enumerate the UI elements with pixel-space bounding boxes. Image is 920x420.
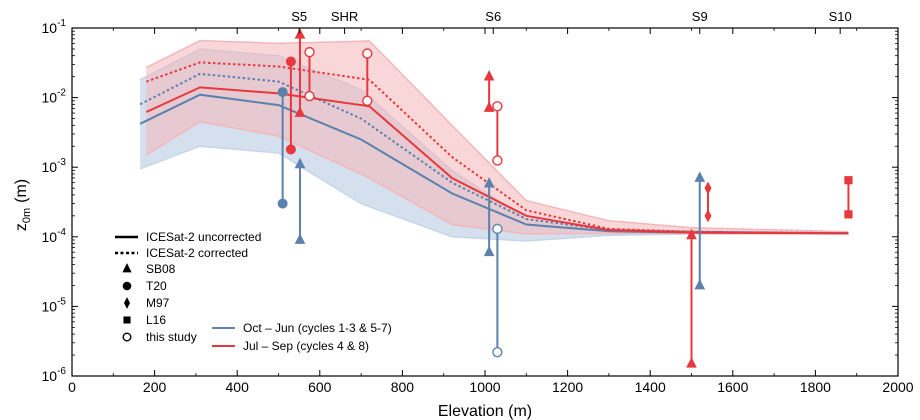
legend-marker-swatch-2 <box>123 297 131 309</box>
observation-bottom-marker-8 <box>362 95 373 106</box>
y-tick-label-2: 10-4 <box>42 227 67 245</box>
observation-top-marker-4 <box>694 171 706 182</box>
y-tick-exponent: -6 <box>57 366 66 377</box>
x-tick-label-9: 1800 <box>800 379 831 395</box>
observation-bottom-marker-3 <box>492 346 503 358</box>
legend-season-label-1: Jul – Sep (cycles 4 & 8) <box>243 339 369 353</box>
legend-marker-swatch-1 <box>122 281 132 291</box>
x-tick-label-10: 2000 <box>882 379 913 395</box>
y-axis-label-unit: (m) <box>13 179 30 203</box>
legend-season-label-0: Oct – Jun (cycles 1-3 & 5-7) <box>243 321 392 335</box>
y-tick-label-5: 10-1 <box>42 18 67 36</box>
observation-top-marker-1 <box>294 157 306 169</box>
observation-top-marker-13 <box>844 176 853 185</box>
observation-top-marker-3 <box>492 223 503 235</box>
y-tick-base: 10 <box>42 20 58 36</box>
y-tick-exponent: -2 <box>57 88 66 99</box>
observation-bottom-marker-11 <box>686 357 697 368</box>
y-tick-base: 10 <box>42 368 58 384</box>
legend-marker-label-0: SB08 <box>146 262 176 276</box>
y-tick-exponent: -4 <box>57 227 66 238</box>
observation-bottom-marker-1 <box>294 233 306 244</box>
y-tick-exponent: -3 <box>57 157 66 168</box>
x-tick-label-3: 600 <box>308 379 332 395</box>
observation-bottom-marker-4 <box>694 278 706 290</box>
y-axis-label: z0m (m) <box>13 179 33 231</box>
svg-text:z0m(m): z0m (m) <box>13 179 33 231</box>
observation-bottom-marker-9 <box>483 101 495 112</box>
y-tick-base: 10 <box>42 159 58 175</box>
series-line-3 <box>145 61 849 235</box>
x-tick-label-1: 200 <box>143 379 167 395</box>
observation-top-marker-9 <box>483 70 495 81</box>
band-lower-edge-0 <box>139 145 849 242</box>
band-1 <box>146 40 849 234</box>
observation-top-marker-6 <box>294 28 306 39</box>
legend-marker-swatch-3 <box>123 316 131 324</box>
x-tick-label-5: 1000 <box>469 379 500 395</box>
observation-bottom-marker-12 <box>704 209 712 223</box>
observation-ranges <box>277 28 853 368</box>
y-tick-label-4: 10-2 <box>42 88 67 106</box>
y-tick-base: 10 <box>42 90 58 106</box>
y-tick-exponent: -1 <box>57 18 66 29</box>
y-tick-base: 10 <box>42 298 58 314</box>
observation-top-marker-2 <box>483 177 495 188</box>
legend-marker-label-4: this study <box>146 330 197 344</box>
band-lower-edge-1 <box>145 120 849 235</box>
legend: ICESat-2 uncorrected ICESat-2 corrected SB… <box>115 230 392 353</box>
observation-top-marker-10 <box>492 101 503 112</box>
y-tick-label-3: 10-3 <box>42 157 67 175</box>
station-label-s10: S10 <box>829 9 852 24</box>
series-lines <box>139 61 849 235</box>
observation-bottom-marker-0 <box>277 198 288 209</box>
observation-top-marker-12 <box>704 181 712 195</box>
x-tick-label-7: 1400 <box>635 379 666 395</box>
observation-top-marker-0 <box>277 87 288 98</box>
station-label-s5: S5 <box>291 9 307 24</box>
observation-top-marker-11 <box>686 228 697 240</box>
observation-top-marker-5 <box>285 56 296 67</box>
station-label-shr: SHR <box>331 9 358 24</box>
observation-bottom-marker-13 <box>844 210 853 219</box>
legend-marker-label-3: L16 <box>146 313 166 327</box>
observation-bottom-marker-10 <box>492 155 503 166</box>
legend-marker-label-1: T20 <box>146 279 167 293</box>
x-tick-label-0: 0 <box>68 379 76 395</box>
observation-top-marker-8 <box>362 48 373 59</box>
station-label-s9: S9 <box>692 9 708 24</box>
observation-top-marker-7 <box>304 46 315 58</box>
observation-bottom-marker-2 <box>483 245 495 257</box>
axes: 0 200 400 600 800 1000 1200 1400 1600 1800 200010-… <box>42 18 914 395</box>
station-labels: S5 SHR S6 S9 S10 <box>291 9 852 34</box>
station-label-s6: S6 <box>485 9 501 24</box>
band-upper-edge-1 <box>145 39 849 233</box>
x-tick-label-8: 1600 <box>717 379 748 395</box>
legend-marker-label-2: M97 <box>146 296 170 310</box>
y-tick-base: 10 <box>42 229 58 245</box>
observation-bottom-marker-7 <box>304 90 315 102</box>
y-axis-label-sub: 0m <box>21 208 33 223</box>
x-tick-label-6: 1200 <box>552 379 583 395</box>
x-tick-label-4: 800 <box>391 379 415 395</box>
y-tick-exponent: -5 <box>57 296 66 307</box>
y-tick-label-1: 10-5 <box>42 296 67 314</box>
y-axis-label-main: z <box>13 223 30 231</box>
legend-line-label-0: ICESat-2 uncorrected <box>146 230 261 244</box>
legend-marker-swatch-4 <box>122 332 132 342</box>
x-axis-label: Elevation (m) <box>438 403 532 420</box>
x-tick-label-2: 400 <box>226 379 250 395</box>
legend-marker-swatch-0 <box>122 263 132 273</box>
legend-line-label-1: ICESat-2 corrected <box>146 246 248 260</box>
observation-bottom-marker-6 <box>294 106 306 117</box>
y-tick-label-0: 10-6 <box>42 366 67 384</box>
observation-bottom-marker-5 <box>285 144 296 155</box>
